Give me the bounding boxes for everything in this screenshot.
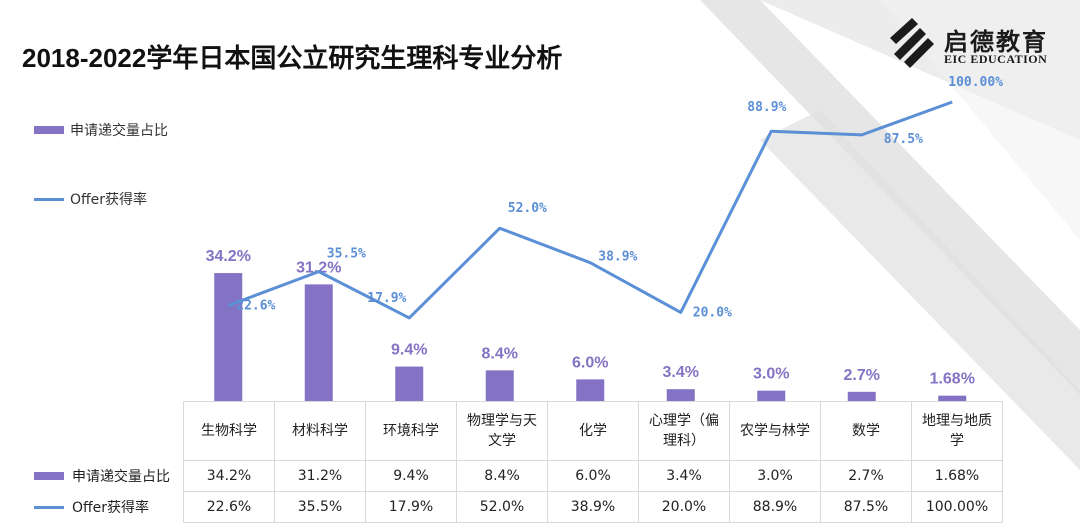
table-cat-line: 理科）	[663, 433, 705, 449]
table-offer-cell-7: 87.5%	[820, 491, 912, 523]
table-app-cell-1: 31.2%	[274, 460, 366, 492]
legend-item-line: Offer获得率	[34, 189, 147, 209]
table-cat-line: 化学	[579, 423, 607, 439]
table-row1-label: 申请递交量占比	[72, 469, 170, 485]
table-cat-5: 心理学（偏理科）	[638, 401, 730, 461]
table-cat-2: 环境科学	[365, 401, 457, 461]
table-cat-1: 材料科学	[274, 401, 366, 461]
table-offer-cell-0: 22.6%	[183, 491, 275, 523]
line-label-2: 17.9%	[367, 291, 406, 306]
line-label-7: 87.5%	[884, 132, 923, 147]
bar-5	[666, 389, 695, 402]
table-cat-line: 学	[950, 433, 964, 449]
table-bar-swatch	[34, 472, 64, 480]
legend-line-label: Offer获得率	[70, 192, 148, 208]
line-label-4: 38.9%	[598, 250, 637, 265]
bar-label-1: 31.2%	[296, 259, 341, 276]
table-line-swatch	[34, 505, 64, 509]
bar-3	[485, 370, 514, 402]
table-app-cell-6: 3.0%	[729, 460, 821, 492]
table-cat-line: 材料科学	[292, 423, 348, 439]
table-cat-line: 地理与地质	[922, 413, 992, 429]
bar-label-0: 34.2%	[206, 248, 251, 265]
brand-logo: 启德教育 EIC EDUCATION	[884, 14, 1074, 70]
table-app-cell-3: 8.4%	[456, 460, 548, 492]
table-app-cell-4: 6.0%	[547, 460, 639, 492]
table-cat-line: 环境科学	[383, 423, 439, 439]
table-offer-cell-3: 52.0%	[456, 491, 548, 523]
table-cat-4: 化学	[547, 401, 639, 461]
bar-8	[938, 395, 967, 402]
logo-text-en: EIC EDUCATION	[944, 52, 1048, 66]
legend-bar-swatch	[34, 126, 64, 134]
table-offer-cell-6: 88.9%	[729, 491, 821, 523]
table-cat-line: 心理学（偏	[649, 413, 719, 429]
data-table: 生物科学 材料科学 环境科学 物理学与天文学 化学 心理学（偏理科） 农学与林学 数学 地理与地…	[20, 401, 1003, 523]
bar-7	[847, 391, 876, 402]
legend-bar-label: 申请递交量占比	[70, 123, 168, 139]
line-series-offer	[227, 100, 953, 320]
table-cat-3: 物理学与天 文学	[456, 401, 548, 461]
table-cat-8: 地理与地质学	[911, 401, 1003, 461]
line-label-1: 35.5%	[327, 247, 366, 262]
table-cat-line: 数学	[852, 423, 880, 439]
bar-label-5: 3.4%	[663, 364, 699, 381]
table-cat-line: 生物科学	[201, 423, 257, 439]
logo-text-cn: 启德教育	[944, 28, 1048, 56]
table-cat-6: 农学与林学	[729, 401, 821, 461]
table-row-offers: Offer获得率 22.6% 35.5% 17.9% 52.0% 38.9% 20.0% 8…	[20, 491, 1003, 523]
table-app-cell-0: 34.2%	[183, 460, 275, 492]
bar-label-8: 1.68%	[930, 371, 975, 388]
table-app-cell-8: 1.68%	[911, 460, 1003, 492]
table-cat-0: 生物科学	[183, 401, 275, 461]
table-offer-cell-2: 17.9%	[365, 491, 457, 523]
bar-4	[576, 379, 605, 402]
legend-item-bar: 申请递交量占比	[34, 120, 168, 140]
line-label-8: 100.00%	[948, 75, 1003, 90]
bar-label-2: 9.4%	[391, 342, 427, 359]
line-label-3: 52.0%	[508, 201, 547, 216]
table-app-cell-2: 9.4%	[365, 460, 457, 492]
table-row-applications: 申请递交量占比 34.2% 31.2% 9.4% 8.4% 6.0% 3.4% 3.0% 2.…	[20, 460, 1003, 492]
table-row-categories: 生物科学 材料科学 环境科学 物理学与天文学 化学 心理学（偏理科） 农学与林学 数学 地理与地…	[20, 401, 1003, 461]
table-cat-line: 文学	[488, 433, 516, 449]
table-offer-cell-5: 20.0%	[638, 491, 730, 523]
bar-2	[395, 366, 424, 402]
eic-logo-icon	[890, 18, 934, 68]
legend-line-swatch	[34, 197, 64, 201]
line-label-0: 22.6%	[236, 299, 275, 314]
chart-title: 2018-2022学年日本国公立研究生理科专业分析	[22, 43, 563, 73]
table-offer-cell-8: 100.00%	[911, 491, 1003, 523]
bar-0	[214, 273, 243, 402]
line-label-6: 88.9%	[747, 100, 786, 115]
table-app-cell-5: 3.4%	[638, 460, 730, 492]
table-cat-7: 数学	[820, 401, 912, 461]
bar-label-3: 8.4%	[482, 345, 518, 362]
bar-label-6: 3.0%	[753, 366, 789, 383]
table-cat-line: 物理学与天	[467, 413, 537, 429]
table-cat-line: 农学与林学	[740, 423, 810, 439]
table-row2-label: Offer获得率	[72, 500, 150, 516]
bar-label-4: 6.0%	[572, 354, 608, 371]
bar-label-7: 2.7%	[844, 367, 880, 384]
table-offer-cell-4: 38.9%	[547, 491, 639, 523]
bar-6	[757, 390, 786, 402]
table-app-cell-7: 2.7%	[820, 460, 912, 492]
table-offer-cell-1: 35.5%	[274, 491, 366, 523]
line-label-5: 20.0%	[693, 305, 732, 320]
bar-1	[304, 284, 333, 402]
